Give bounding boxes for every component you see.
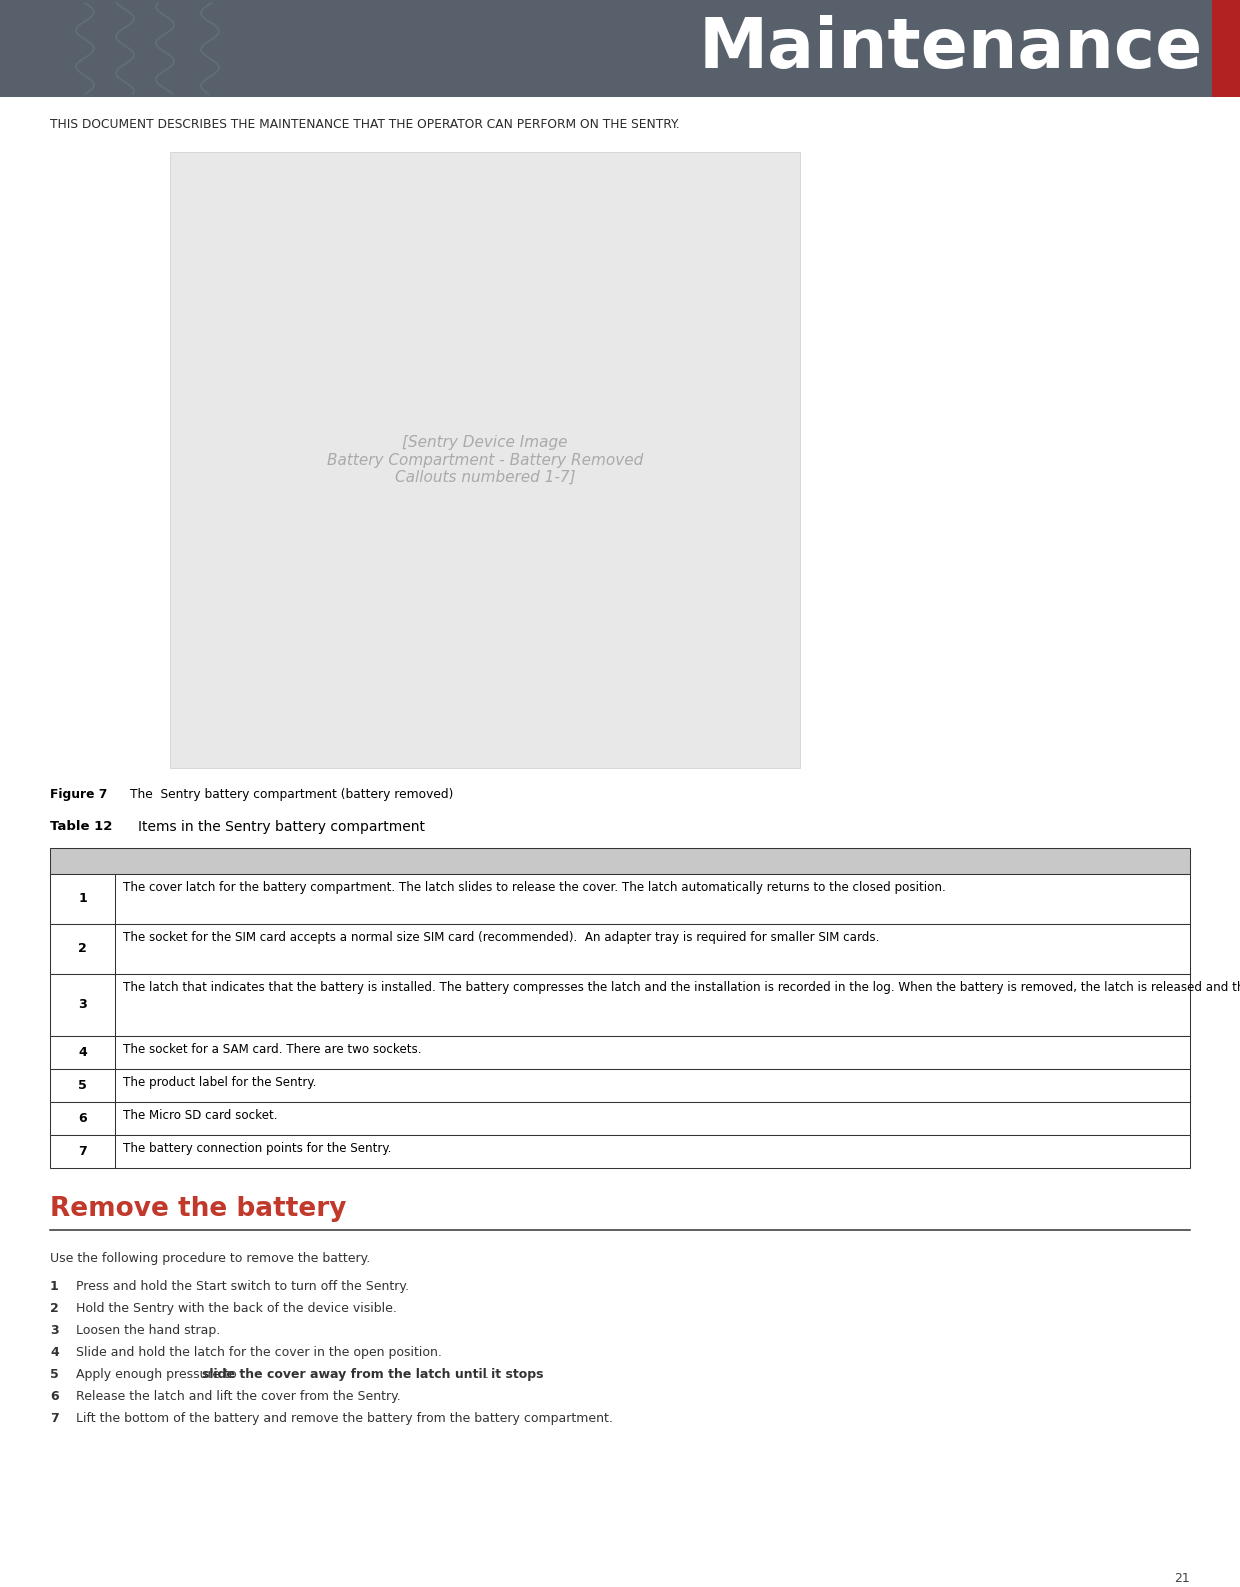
Text: Maintenance: Maintenance xyxy=(699,14,1203,83)
Text: Remove the battery: Remove the battery xyxy=(50,1197,346,1222)
Text: 5: 5 xyxy=(50,1368,58,1381)
Text: 1: 1 xyxy=(78,892,87,906)
Text: The cover latch for the battery compartment. The latch slides to release the cov: The cover latch for the battery compartm… xyxy=(123,881,946,893)
Text: The product label for the Sentry.: The product label for the Sentry. xyxy=(123,1076,316,1089)
Text: Press and hold the Start switch to turn off the Sentry.: Press and hold the Start switch to turn … xyxy=(76,1281,409,1293)
Text: 6: 6 xyxy=(50,1390,58,1403)
Text: 4: 4 xyxy=(50,1346,58,1358)
Text: Figure 7: Figure 7 xyxy=(50,789,108,801)
Text: 5: 5 xyxy=(78,1079,87,1092)
Text: 1: 1 xyxy=(50,1281,58,1293)
Bar xyxy=(50,874,1190,924)
Text: 6: 6 xyxy=(78,1112,87,1125)
Text: Slide and hold the latch for the cover in the open position.: Slide and hold the latch for the cover i… xyxy=(76,1346,446,1358)
Text: Apply enough pressure to: Apply enough pressure to xyxy=(76,1368,241,1381)
Bar xyxy=(1211,0,1240,97)
Text: The  Sentry battery compartment (battery removed): The Sentry battery compartment (battery … xyxy=(130,789,454,801)
Text: Hold the Sentry with the back of the device visible.: Hold the Sentry with the back of the dev… xyxy=(76,1301,397,1316)
Text: Use the following procedure to remove the battery.: Use the following procedure to remove th… xyxy=(50,1252,371,1265)
Bar xyxy=(50,974,1190,1036)
Text: Loosen the hand strap.: Loosen the hand strap. xyxy=(76,1324,221,1336)
Text: The socket for the SIM card accepts a normal size SIM card (recommended).  An ad: The socket for the SIM card accepts a no… xyxy=(123,932,879,944)
Text: The battery connection points for the Sentry.: The battery connection points for the Se… xyxy=(123,1143,392,1155)
Text: Release the latch and lift the cover from the Sentry.: Release the latch and lift the cover fro… xyxy=(76,1390,401,1403)
Text: Items in the Sentry battery compartment: Items in the Sentry battery compartment xyxy=(138,820,425,835)
Bar xyxy=(50,1135,1190,1168)
Text: 21: 21 xyxy=(1174,1573,1190,1585)
Text: The socket for a SAM card. There are two sockets.: The socket for a SAM card. There are two… xyxy=(123,1043,422,1055)
Text: Lift the bottom of the battery and remove the battery from the battery compartme: Lift the bottom of the battery and remov… xyxy=(76,1412,613,1425)
Bar xyxy=(50,1036,1190,1070)
Text: THIS DOCUMENT DESCRIBES THE MAINTENANCE THAT THE OPERATOR CAN PERFORM ON THE SEN: THIS DOCUMENT DESCRIBES THE MAINTENANCE … xyxy=(50,117,680,132)
Text: 7: 7 xyxy=(50,1412,58,1425)
Text: 3: 3 xyxy=(78,998,87,1011)
Text: 2: 2 xyxy=(78,943,87,955)
Text: 2: 2 xyxy=(50,1301,58,1316)
Bar xyxy=(50,1101,1190,1135)
Text: The Micro SD card socket.: The Micro SD card socket. xyxy=(123,1109,278,1122)
Bar xyxy=(0,0,1240,97)
Bar xyxy=(170,152,800,768)
Text: [Sentry Device Image
Battery Compartment - Battery Removed
Callouts numbered 1-7: [Sentry Device Image Battery Compartment… xyxy=(327,435,644,486)
Text: .: . xyxy=(485,1368,489,1381)
Text: The latch that indicates that the battery is installed. The battery compresses t: The latch that indicates that the batter… xyxy=(123,981,1240,993)
Text: slide the cover away from the latch until it stops: slide the cover away from the latch unti… xyxy=(202,1368,544,1381)
Bar xyxy=(50,924,1190,974)
Text: 4: 4 xyxy=(78,1046,87,1059)
Text: 3: 3 xyxy=(50,1324,58,1336)
Text: 7: 7 xyxy=(78,1144,87,1159)
Bar xyxy=(50,1070,1190,1101)
Text: Table 12: Table 12 xyxy=(50,820,113,833)
Bar xyxy=(50,847,1190,874)
